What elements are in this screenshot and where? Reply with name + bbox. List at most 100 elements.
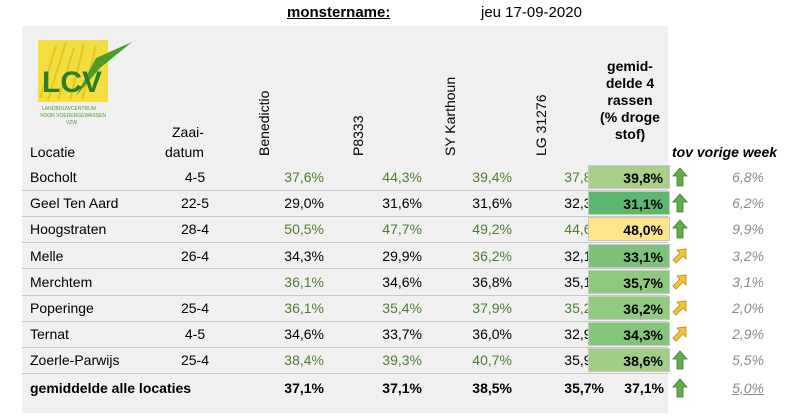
col-header-benedictio: Benedictio [256,90,272,156]
sheet-header: monstername: jeu 17-09-2020 [0,0,800,26]
change-cell: 2,0% [732,300,764,316]
row-divider [22,294,668,296]
sow-date-cell [160,269,230,295]
value-cell: 39,3% [382,352,422,369]
sample-date: jeu 17-09-2020 [481,4,582,21]
avg-header-line: gemid- [607,58,653,74]
table-row: Bocholt 4-5 37,6% 44,3% 39,4% 37,8% 39,8% 6,8% [22,164,800,190]
total-value-cell: 35,7% [564,379,604,396]
arrow-up-right-icon [672,272,688,292]
arrow-up-icon [672,219,688,239]
svg-text:LCV: LCV [42,66,102,99]
value-cell: 33,7% [382,326,422,343]
value-cell: 44,3% [382,169,422,185]
value-cell: 38,4% [284,352,324,369]
row-divider [22,242,668,244]
average-cell: 36,2% [588,296,670,320]
change-cell: 5,5% [732,352,764,369]
total-average-cell: 37,1% [624,379,664,396]
location-cell: Geel Ten Aard [30,195,119,212]
value-cell: 50,5% [284,221,324,238]
location-cell: Poperinge [30,300,94,316]
svg-text:LANDBOUWCENTRUM: LANDBOUWCENTRUM [42,106,96,112]
average-cell: 39,8% [588,165,670,189]
total-label: gemiddelde alle locaties [30,379,192,396]
location-cell: Bocholt [30,169,77,185]
col-header-sow-line1: Zaai- [172,124,204,140]
location-cell: Ternat [30,326,69,343]
col-header-sow-line2: datum [165,144,204,160]
results-table-background [22,26,668,413]
value-cell: 47,7% [382,221,422,238]
value-cell: 34,6% [284,326,324,343]
location-cell: Hoogstraten [30,221,107,238]
value-cell: 39,4% [472,169,512,185]
arrow-up-icon [672,377,688,398]
avg-header-line: rassen [607,92,653,108]
avg-header-line: stof) [614,126,646,142]
value-cell: 35,4% [382,300,422,316]
average-cell: 34,3% [588,322,670,347]
sow-date-cell: 26-4 [180,247,210,264]
arrow-up-right-icon [672,324,688,344]
svg-text:VOOR VOEDERGEWASSEN: VOOR VOEDERGEWASSEN [40,113,106,119]
total-change-cell: 5,0% [732,379,764,396]
table-row: Geel Ten Aard 22-5 29,0% 31,6% 31,6% 32,3% 31,… [22,190,800,216]
total-row: gemiddelde alle locaties 37,1% 37,1% 38,5% 3… [22,375,800,401]
total-value-cell: 37,1% [382,379,422,396]
row-divider [22,189,668,191]
table-row: Melle 26-4 34,3% 29,9% 36,2% 32,1% 33,1% 3,2% [22,243,800,269]
arrow-up-icon [672,167,688,187]
location-cell: Merchtem [30,273,93,290]
value-cell: 49,2% [472,221,512,238]
sow-date-cell: 4-5 [184,169,206,185]
value-cell: 37,6% [284,169,324,185]
arrow-up-icon [672,350,688,370]
arrow-up-right-icon [672,298,688,318]
row-divider [22,215,668,217]
value-cell: 31,6% [472,195,512,212]
col-header-p8333: P8333 [350,115,366,156]
col-header-lg31276: LG 31276 [533,94,549,157]
value-cell: 36,0% [472,326,512,343]
total-value-cell: 37,1% [284,379,324,396]
total-value-cell: 38,5% [472,379,512,396]
sow-date-cell: 25-4 [180,352,210,369]
average-cell: 38,6% [588,348,670,373]
change-cell: 9,9% [732,221,764,238]
value-cell: 34,6% [382,273,422,290]
arrow-up-right-icon [672,246,688,266]
value-cell: 36,1% [284,300,324,316]
value-cell: 31,6% [382,195,422,212]
value-cell: 36,1% [284,273,324,290]
row-divider [22,373,668,375]
average-cell: 31,1% [588,191,670,216]
value-cell: 29,9% [382,247,422,264]
svg-text:VZW: VZW [66,120,77,126]
row-divider [22,320,668,322]
sow-date-cell: 22-5 [180,195,210,212]
change-cell: 3,2% [732,247,764,264]
arrow-up-icon [672,193,688,213]
change-cell: 3,1% [732,273,764,290]
location-cell: Melle [30,247,64,264]
row-divider [22,346,668,348]
average-cell: 33,1% [588,243,670,268]
col-header-average: gemid- delde 4 rassen (% droge stof) [588,58,672,143]
value-cell: 36,8% [472,273,512,290]
monster-title: monstername: [287,4,391,21]
sow-date-cell: 4-5 [184,326,206,343]
sow-date-cell: 28-4 [180,221,210,238]
value-cell: 40,7% [472,352,512,369]
change-cell: 6,8% [732,169,764,185]
average-cell: 48,0% [588,217,670,242]
value-cell: 36,2% [472,247,512,264]
change-cell: 6,2% [732,195,764,212]
value-cell: 29,0% [284,195,324,212]
table-row: Zoerle-Parwijs 25-4 38,4% 39,3% 40,7% 35,9% 38… [22,347,800,373]
col-header-sy-karthoun: SY Karthoun [442,76,458,156]
lcv-logo: LCV LANDBOUWCENTRUM VOOR VOEDERGEWASSEN … [38,40,132,126]
change-cell: 2,9% [732,326,764,343]
row-divider [22,268,668,270]
col-header-change: tov vorige week [672,144,778,160]
